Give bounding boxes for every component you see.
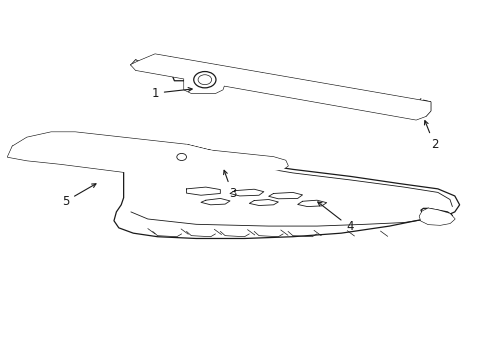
- Text: 4: 4: [317, 202, 353, 233]
- Text: 1: 1: [151, 87, 192, 100]
- Polygon shape: [419, 208, 454, 225]
- Polygon shape: [114, 152, 459, 238]
- Text: 2: 2: [424, 121, 437, 151]
- Polygon shape: [131, 54, 430, 120]
- Polygon shape: [123, 152, 224, 173]
- Polygon shape: [155, 146, 287, 171]
- Polygon shape: [181, 145, 244, 168]
- Text: 3: 3: [223, 170, 236, 200]
- Polygon shape: [8, 132, 232, 180]
- Polygon shape: [183, 65, 224, 93]
- Text: 5: 5: [62, 184, 96, 208]
